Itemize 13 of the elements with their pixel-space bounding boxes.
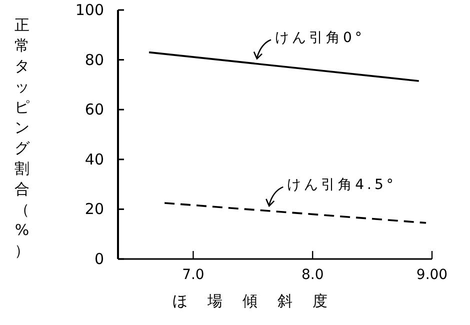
x-tick-label: 7.0	[182, 267, 204, 283]
y-tick-label: 0	[94, 250, 104, 268]
y-tick-label: 60	[84, 100, 104, 119]
text: 正常タッピング割合（%）	[14, 16, 30, 260]
y-tick-label: 40	[84, 150, 104, 168]
series-label: けん引角0°	[274, 30, 365, 46]
x-tick-label: 9.00	[416, 267, 448, 283]
x-tick-label: 8.0	[301, 267, 324, 283]
x-axis-title: ほ場傾斜度	[172, 292, 348, 310]
y-tick-label: 20	[84, 200, 104, 218]
y-tick-label: 100	[75, 1, 104, 19]
y-tick-label: 80	[84, 50, 104, 69]
series-label: けん引角4.5°	[287, 176, 396, 193]
